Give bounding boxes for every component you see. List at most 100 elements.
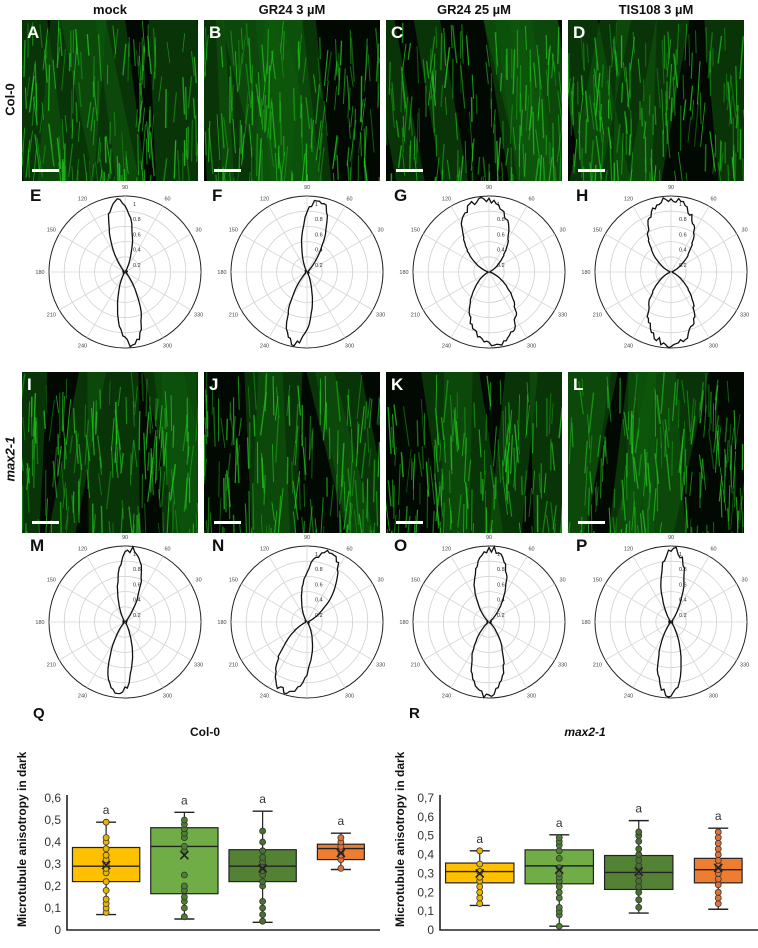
column-header-tis108: TIS108 3 µM [618, 2, 694, 17]
svg-text:0.2: 0.2 [315, 263, 323, 269]
svg-text:0,4: 0,4 [417, 848, 434, 862]
svg-text:0,3: 0,3 [44, 857, 61, 871]
micrograph-d: D [568, 20, 744, 181]
svg-text:0,6: 0,6 [417, 810, 434, 824]
svg-text:120: 120 [260, 546, 269, 552]
svg-text:0.8: 0.8 [497, 217, 505, 223]
svg-text:210: 210 [47, 663, 56, 669]
svg-text:30: 30 [196, 228, 202, 234]
column-header-gr24-3: GR24 3 µM [258, 2, 326, 17]
svg-text:60: 60 [164, 546, 170, 552]
svg-text:0.8: 0.8 [133, 217, 141, 223]
svg-text:180: 180 [399, 270, 408, 276]
scale-bar [578, 521, 605, 524]
svg-text:60: 60 [710, 196, 716, 202]
svg-text:90: 90 [122, 535, 128, 541]
svg-text:30: 30 [742, 578, 748, 584]
svg-text:90: 90 [122, 185, 128, 191]
svg-text:120: 120 [624, 546, 633, 552]
panel-letter-e: E [30, 186, 42, 205]
svg-text:1: 1 [133, 552, 136, 558]
svg-text:0.6: 0.6 [497, 582, 505, 588]
svg-text:0.8: 0.8 [497, 567, 505, 573]
boxplot-max2: R max2-1 Microtubule anisotropy in dark … [380, 705, 758, 948]
svg-text:0.8: 0.8 [315, 217, 323, 223]
svg-text:150: 150 [593, 228, 602, 234]
row-label-col0: Col-0 [2, 83, 18, 116]
svg-text:a: a [338, 814, 345, 828]
svg-text:210: 210 [411, 313, 420, 319]
panel-letter-m: M [30, 536, 45, 555]
panel-letter-q: Q [33, 705, 45, 722]
svg-text:0,4: 0,4 [44, 835, 61, 849]
svg-text:330: 330 [740, 313, 749, 319]
micrograph-l: L [568, 372, 744, 533]
svg-text:90: 90 [668, 535, 674, 541]
svg-text:0.4: 0.4 [497, 248, 505, 254]
panel-letter-f: F [212, 186, 223, 205]
scale-bar [578, 169, 605, 172]
svg-text:60: 60 [164, 196, 170, 202]
svg-text:210: 210 [593, 663, 602, 669]
svg-text:0.2: 0.2 [315, 613, 323, 619]
svg-text:210: 210 [229, 313, 238, 319]
svg-text:0: 0 [54, 923, 61, 937]
panel-letter-n: N [212, 536, 225, 555]
svg-text:30: 30 [560, 578, 566, 584]
svg-text:30: 30 [378, 228, 384, 234]
svg-text:240: 240 [624, 344, 633, 350]
svg-text:240: 240 [624, 694, 633, 700]
svg-text:0.2: 0.2 [679, 263, 687, 269]
micrograph-a: A [22, 20, 198, 181]
svg-text:60: 60 [346, 546, 352, 552]
svg-text:150: 150 [411, 228, 420, 234]
svg-text:0.6: 0.6 [679, 582, 687, 588]
svg-text:1: 1 [315, 202, 318, 208]
column-header-mock: mock [93, 2, 127, 17]
svg-text:0.4: 0.4 [679, 248, 687, 254]
svg-text:a: a [556, 816, 563, 830]
svg-text:60: 60 [528, 196, 534, 202]
chart-title-max2: max2-1 [564, 725, 606, 739]
svg-text:0.4: 0.4 [133, 248, 141, 254]
panel-letter-a: A [27, 23, 40, 42]
svg-text:a: a [476, 832, 483, 846]
svg-text:30: 30 [378, 578, 384, 584]
svg-text:210: 210 [229, 663, 238, 669]
panel-letter-p: P [576, 536, 588, 555]
svg-text:120: 120 [78, 196, 87, 202]
svg-text:a: a [181, 793, 188, 807]
panel-letter-r: R [409, 705, 420, 722]
row-label-max2: max2-1 [2, 436, 18, 482]
scale-bar [32, 521, 59, 524]
panel-letter-j: J [209, 375, 219, 394]
scale-bar [214, 521, 241, 524]
polar-plot-g: 90603003303002702402101801501200.20.40.6… [394, 184, 572, 354]
svg-text:60: 60 [528, 546, 534, 552]
svg-text:0,2: 0,2 [417, 885, 434, 899]
svg-text:1: 1 [133, 202, 136, 208]
svg-text:0,6: 0,6 [44, 791, 61, 805]
svg-text:300: 300 [163, 344, 172, 350]
scale-bar [32, 169, 59, 172]
scale-bar [396, 169, 423, 172]
svg-text:0,3: 0,3 [417, 866, 434, 880]
boxplot-canvas-q: 00,10,20,30,40,50,6amockaGR24 3 µMaGR24 … [44, 791, 380, 937]
svg-text:330: 330 [376, 313, 385, 319]
svg-text:0,5: 0,5 [417, 829, 434, 843]
svg-text:90: 90 [486, 535, 492, 541]
polar-plot-m: 90603003303002702402101801501200.20.40.6… [30, 534, 208, 704]
svg-text:90: 90 [304, 535, 310, 541]
svg-text:240: 240 [78, 344, 87, 350]
svg-text:a: a [103, 803, 110, 817]
svg-text:30: 30 [196, 578, 202, 584]
micrograph-c: C [386, 20, 562, 181]
svg-text:1: 1 [497, 552, 500, 558]
svg-text:300: 300 [709, 344, 718, 350]
svg-text:210: 210 [593, 313, 602, 319]
panel-letter-h: H [576, 186, 589, 205]
polar-plot-n: 90603003303002702402101801501200.20.40.6… [212, 534, 390, 704]
svg-text:120: 120 [442, 546, 451, 552]
micrograph-b: B [204, 20, 380, 181]
svg-text:0.8: 0.8 [679, 567, 687, 573]
